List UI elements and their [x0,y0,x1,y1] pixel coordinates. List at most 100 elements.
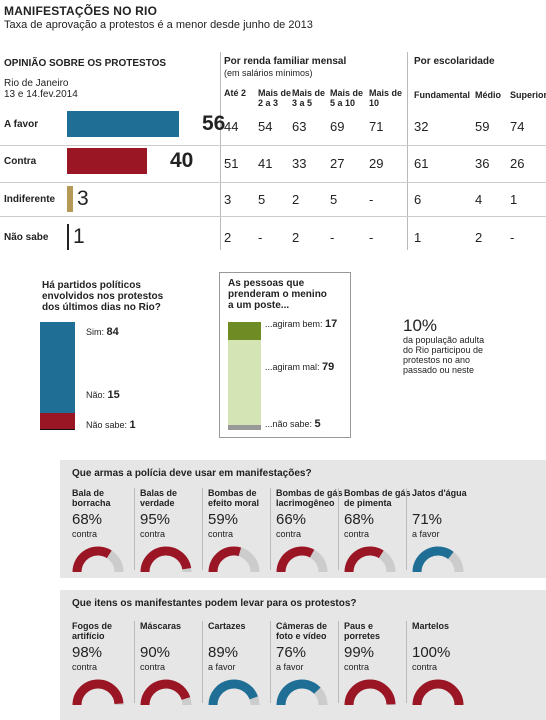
page-subtitle: Taxa de aprovação a protestos é a menor … [4,19,313,31]
weapons-separator [406,488,407,570]
income-cell: - [258,230,263,245]
weapons-gauge-fill [344,546,384,573]
weapons-item-label: Bombas de gás [344,488,411,498]
opinion-heading: OPINIÃO SOBRE OS PROTESTOS [4,58,167,69]
items_allowed-item-label: Paus e [344,621,374,631]
opinion-date: 13 e 14.fev.2014 [4,89,78,100]
education-cell: 61 [414,156,429,171]
parties-label-value: 84 [106,326,119,338]
items_allowed-item-direction: contra [344,662,370,672]
items_allowed-gauge [344,679,396,706]
income-cell: 41 [258,156,273,171]
items_allowed-separator [202,621,203,703]
income-cell: 5 [258,192,266,207]
income-cell: 44 [224,119,239,134]
items_allowed-item-direction: a favor [276,662,304,672]
weapons-gauge [412,546,464,573]
items_allowed-gauge-fill [412,679,464,706]
items_allowed-gauge [140,679,192,706]
education-cell: 32 [414,119,429,134]
weapons-item-label: Bala de [72,488,105,498]
weapons-question: Que armas a polícia deve usar em manifes… [72,468,312,479]
weapons-item-label: Balas de [140,488,178,498]
income-cell: 5 [330,192,338,207]
income-cell: - [330,230,335,245]
agressors-question: As pessoas que prenderam o menino a um p… [228,278,327,311]
weapons-item-direction: contra [140,529,166,539]
weapons-gauge [208,546,260,573]
education-column-header: Superior [510,90,546,100]
weapons-item-pct: 68% [344,511,375,528]
agressors-label: ...agiram mal: 79 [265,361,334,373]
items_allowed-item-label: porretes [344,631,381,641]
education-cell: 4 [475,192,483,207]
income-column-header: 5 a 10 [330,98,356,108]
items_allowed-gauge [208,679,260,706]
items_allowed-item-pct: 76% [276,644,307,661]
weapons-separator [270,488,271,570]
parties-segment [40,412,75,429]
items_allowed-item-pct: 98% [72,644,103,661]
agressors-question-line: As pessoas que [228,278,305,289]
items_allowed-item-pct: 100% [412,644,451,661]
agressors-segment [228,340,261,425]
parties-label-text: Não sabe: [86,420,130,430]
agressors-segment [228,322,261,341]
weapons-gauge-fill [72,546,112,573]
parties-question-line: Há partidos políticos [42,280,141,291]
items_allowed-item-pct: 89% [208,644,239,661]
education-cell: 2 [475,230,483,245]
agressors-label-text: ...agiram bem: [265,319,326,329]
weapons-gauge-fill [276,546,315,573]
agressors-label-value: 5 [314,418,321,430]
weapons-gauge [140,546,192,573]
weapons-item-pct: 95% [140,511,171,528]
items_allowed-gauge [72,679,124,706]
agressors-label: ...não sabe: 5 [265,418,321,430]
weapons-item-pct: 68% [72,511,103,528]
education-heading: Por escolaridade [414,56,495,67]
agressors-label-value: 79 [322,361,335,373]
income-cell: 2 [292,192,300,207]
weapons-item-direction: contra [72,529,98,539]
opinion-bar [67,224,69,250]
items_allowed-item-label: Fogos de [72,621,112,631]
weapons-item-pct: 59% [208,511,239,528]
parties-segment [40,428,75,430]
weapons-gauge [344,546,396,573]
agressors-question-line: a um poste... [228,300,290,311]
income-subheading: (em salários mínimos) [224,68,313,78]
weapons-gauge-fill [412,546,454,573]
opinion-value: 1 [73,225,85,248]
page-title: MANIFESTAÇÕES NO RIO [4,4,158,18]
agressors-segment [228,424,261,430]
parties-label-value: 15 [107,389,120,401]
weapons-item-label: verdade [140,498,175,508]
items_allowed-item-label: foto e vídeo [276,631,327,641]
weapons-item-pct: 71% [412,511,443,528]
weapons-item-label: de pimenta [344,498,392,508]
agressors-question-line: prenderam o menino [228,289,327,300]
income-cell: 27 [330,156,345,171]
income-column-header: 10 [369,98,380,108]
income-column-header: Mais de [330,88,364,98]
opinion-row-label: A favor [4,119,39,130]
row-separator [0,182,546,183]
items_allowed-item-label: Cartazes [208,621,246,631]
weapons-panel [60,460,546,578]
items_allowed-item-label: artifício [72,631,105,641]
parties-label: Não sabe: 1 [86,419,136,431]
parties-label-text: Sim: [86,327,107,337]
education-column-header: Médio [475,90,501,100]
weapons-item-direction: contra [208,529,234,539]
weapons-item-label: Bombas de gás [276,488,343,498]
items_allowed-item-direction: contra [140,662,166,672]
items_allowed-gauge [276,679,328,706]
weapons-item-label: borracha [72,498,111,508]
agressors-label-value: 17 [325,318,338,330]
weapons-separator [338,488,339,570]
income-cell: 29 [369,156,384,171]
opinion-place: Rio de Janeiro [4,78,69,89]
divider-income [220,52,221,250]
items_allowed-gauge-fill [208,679,258,706]
